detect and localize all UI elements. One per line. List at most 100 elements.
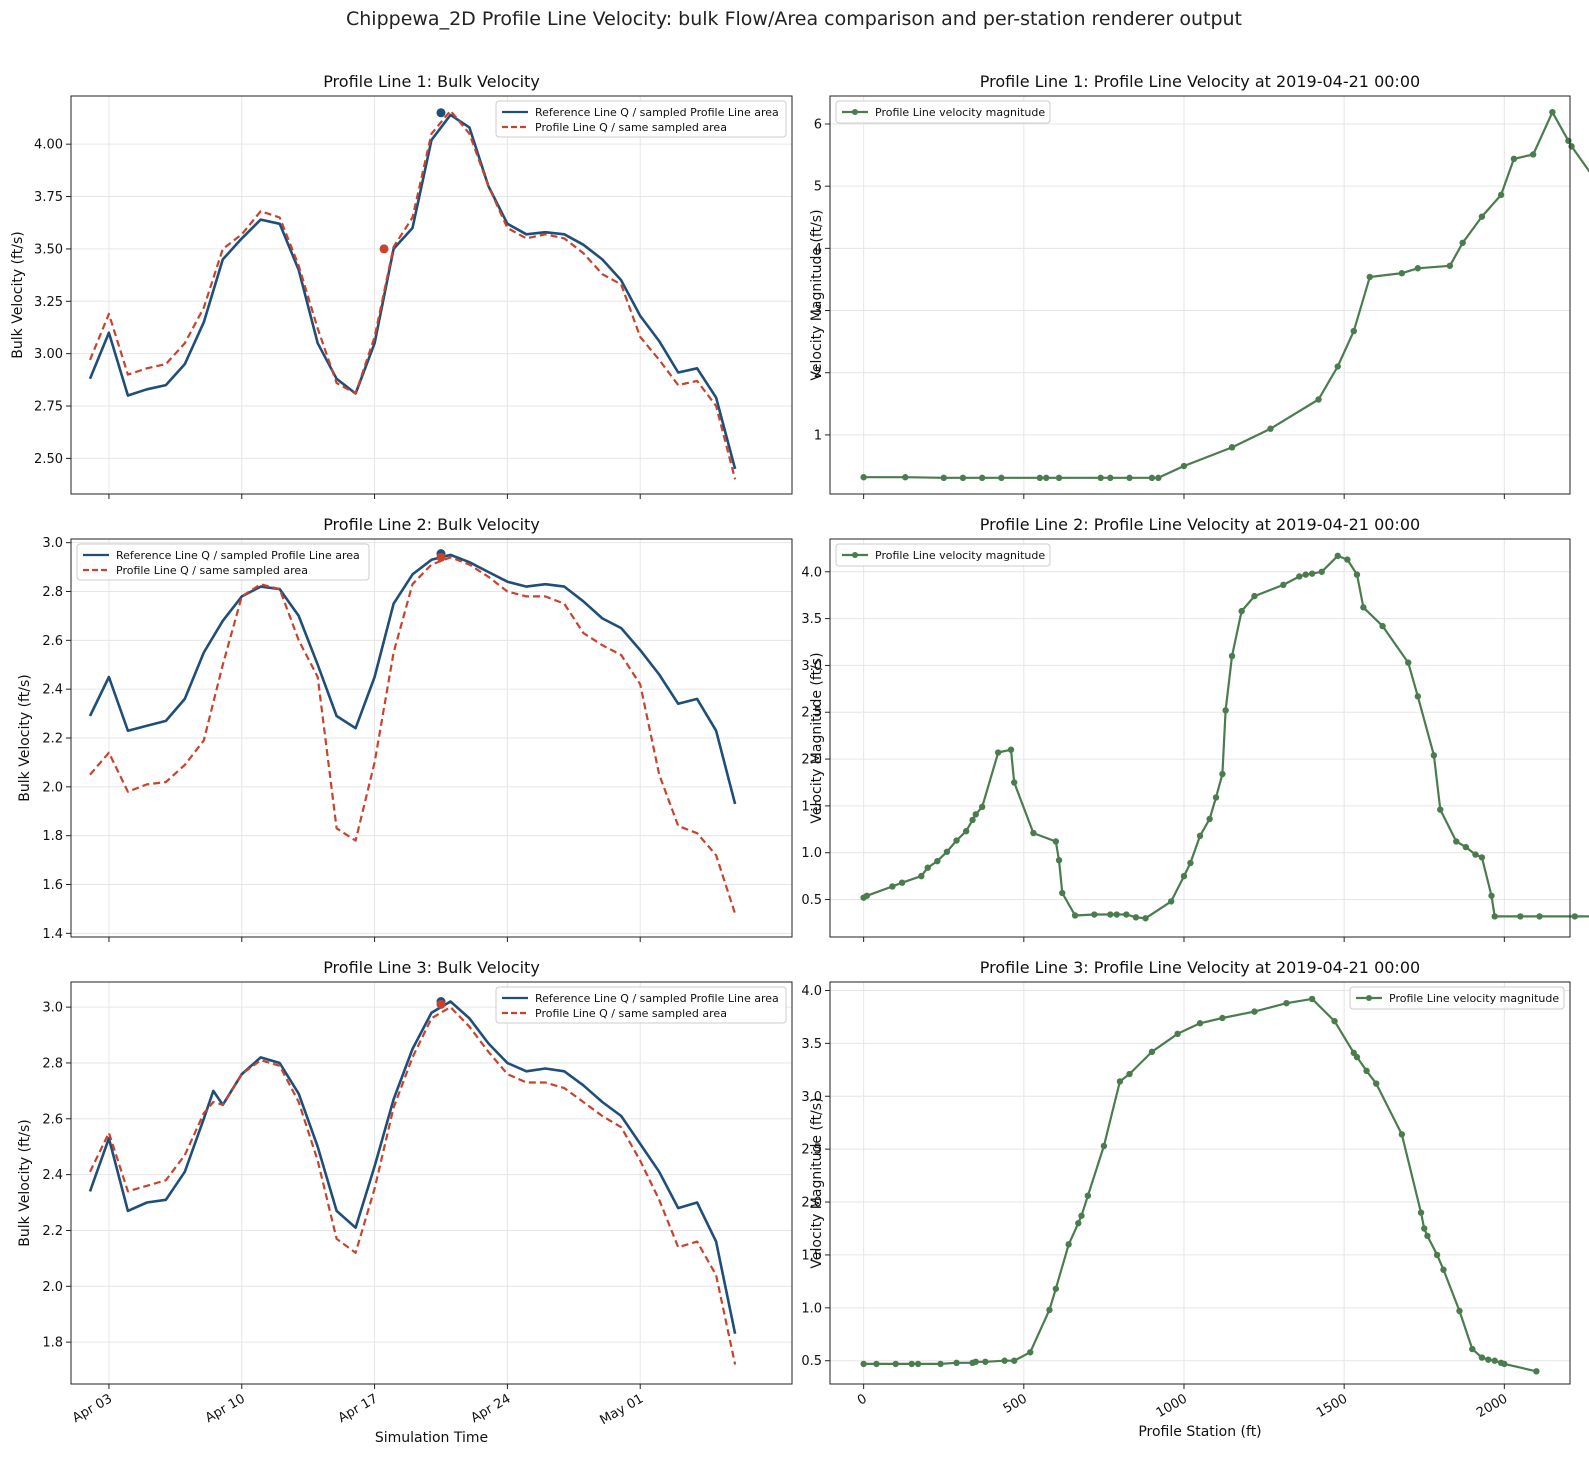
data-point [1219, 1014, 1226, 1022]
legend-box [495, 100, 787, 138]
data-point [1568, 143, 1575, 150]
data-point [1107, 474, 1114, 482]
data-point [1472, 851, 1479, 858]
y-tick-label: 4.0 [801, 984, 822, 999]
data-point [1501, 1360, 1508, 1368]
data-point [1478, 1354, 1486, 1361]
figure-title: Chippewa_2D Profile Line Velocity: bulk … [346, 8, 1242, 30]
legend: Profile Line velocity magnitude [1349, 986, 1565, 1010]
y-tick-label: 2.50 [34, 452, 63, 467]
data-point [1549, 108, 1556, 116]
data-point [1533, 1368, 1540, 1375]
data-point [962, 827, 970, 835]
data-point [1219, 770, 1226, 778]
data-point [1010, 1357, 1018, 1364]
x-tick-label: Apr 10 [203, 1391, 248, 1426]
data-point [1437, 806, 1444, 813]
data-point [908, 1360, 915, 1368]
legend-label: Profile Line Q / same sampled area [535, 121, 727, 134]
legend-marker [852, 552, 858, 558]
data-point [1517, 913, 1524, 920]
data-point [1148, 1048, 1156, 1056]
y-tick-label: 2.8 [42, 1056, 63, 1071]
data-point [1036, 474, 1044, 482]
axes-frame [70, 981, 793, 1385]
data-point [953, 837, 960, 844]
legend-label: Profile Line velocity magnitude [1389, 992, 1559, 1005]
data-point [1065, 1241, 1072, 1248]
data-point [1222, 707, 1229, 714]
y-tick-label: 2.5 [801, 1143, 822, 1158]
y-axis-label: Bulk Velocity (ft/s) [17, 674, 33, 801]
chart-title: Profile Line 1: Profile Line Velocity at… [980, 72, 1420, 91]
y-tick-label: 2.4 [42, 683, 63, 698]
data-point [1155, 474, 1162, 482]
legend-box [1349, 986, 1565, 1010]
data-point [1055, 474, 1063, 482]
data-point [1430, 752, 1438, 759]
x-tick-label: Apr 03 [70, 1391, 115, 1426]
y-axis-label: Velocity Magnitude (ft/s) [809, 209, 825, 380]
chart-title: Profile Line 1: Bulk Velocity [323, 72, 540, 91]
legend-label: Profile Line velocity magnitude [875, 106, 1045, 119]
y-tick-label: 3.50 [34, 242, 63, 257]
y-tick-label: 1.0 [801, 1301, 822, 1316]
data-point [924, 864, 931, 871]
y-tick-label: 2.6 [42, 634, 63, 649]
data-point [940, 474, 947, 482]
data-point [1052, 838, 1060, 845]
data-point [1510, 155, 1518, 163]
y-tick-label: 1.5 [801, 1248, 822, 1263]
data-point [1433, 1251, 1441, 1259]
data-point [1360, 604, 1367, 611]
data-point [1440, 1266, 1447, 1273]
y-tick-label: 3.5 [801, 612, 822, 627]
data-point [1228, 652, 1236, 660]
data-point [1353, 571, 1361, 578]
data-point [1107, 911, 1114, 918]
data-point [1280, 581, 1287, 589]
data-point [892, 1360, 899, 1368]
y-tick-label: 2.8 [42, 585, 63, 600]
chart-panel-3: 1.4 1.6 1.8 2.0 2.2 2.4 2.6 2.8 3.0 Profile Line … [17, 515, 793, 942]
data-point [1059, 889, 1066, 897]
data-point [937, 1360, 944, 1368]
x-tick-label: 1500 [1314, 1391, 1350, 1421]
data-point [1091, 911, 1098, 918]
chart-panel-2: 1 2 3 4 5 6 Profile Line 1: Profile Line Veloc… [809, 72, 1589, 499]
legend: Profile Line velocity magnitude [835, 543, 1051, 567]
data-point [1251, 592, 1258, 600]
series-line-2 [89, 1005, 737, 1365]
axes-frame [70, 95, 793, 495]
data-point [1344, 556, 1351, 563]
axes-frame [829, 981, 1571, 1385]
data-point [1331, 1017, 1338, 1025]
data-point [873, 1360, 880, 1368]
data-point [1315, 396, 1322, 403]
data-point [1536, 913, 1543, 920]
data-point [1075, 1220, 1082, 1227]
data-point [860, 474, 867, 481]
x-tick-label: 2000 [1474, 1391, 1510, 1421]
data-point [1043, 474, 1050, 482]
y-tick-label: 2.2 [42, 1224, 63, 1239]
data-point [934, 857, 941, 865]
data-point [1308, 995, 1316, 1003]
legend-label: Profile Line Q / same sampled area [535, 1007, 727, 1020]
data-point [972, 811, 979, 818]
data-point [1283, 999, 1290, 1007]
data-point [1055, 857, 1063, 864]
data-point [1180, 872, 1188, 880]
y-tick-label: 2.2 [42, 732, 63, 747]
data-point [998, 474, 1005, 482]
data-point [1469, 1345, 1476, 1353]
data-point [889, 883, 896, 890]
legend-label: Profile Line velocity magnitude [875, 549, 1045, 562]
y-tick-label: 2 [814, 366, 822, 381]
data-point [898, 879, 906, 886]
data-point [1334, 552, 1341, 560]
data-point [1405, 659, 1412, 666]
data-point [1052, 1285, 1060, 1292]
data-point [1174, 1030, 1181, 1038]
